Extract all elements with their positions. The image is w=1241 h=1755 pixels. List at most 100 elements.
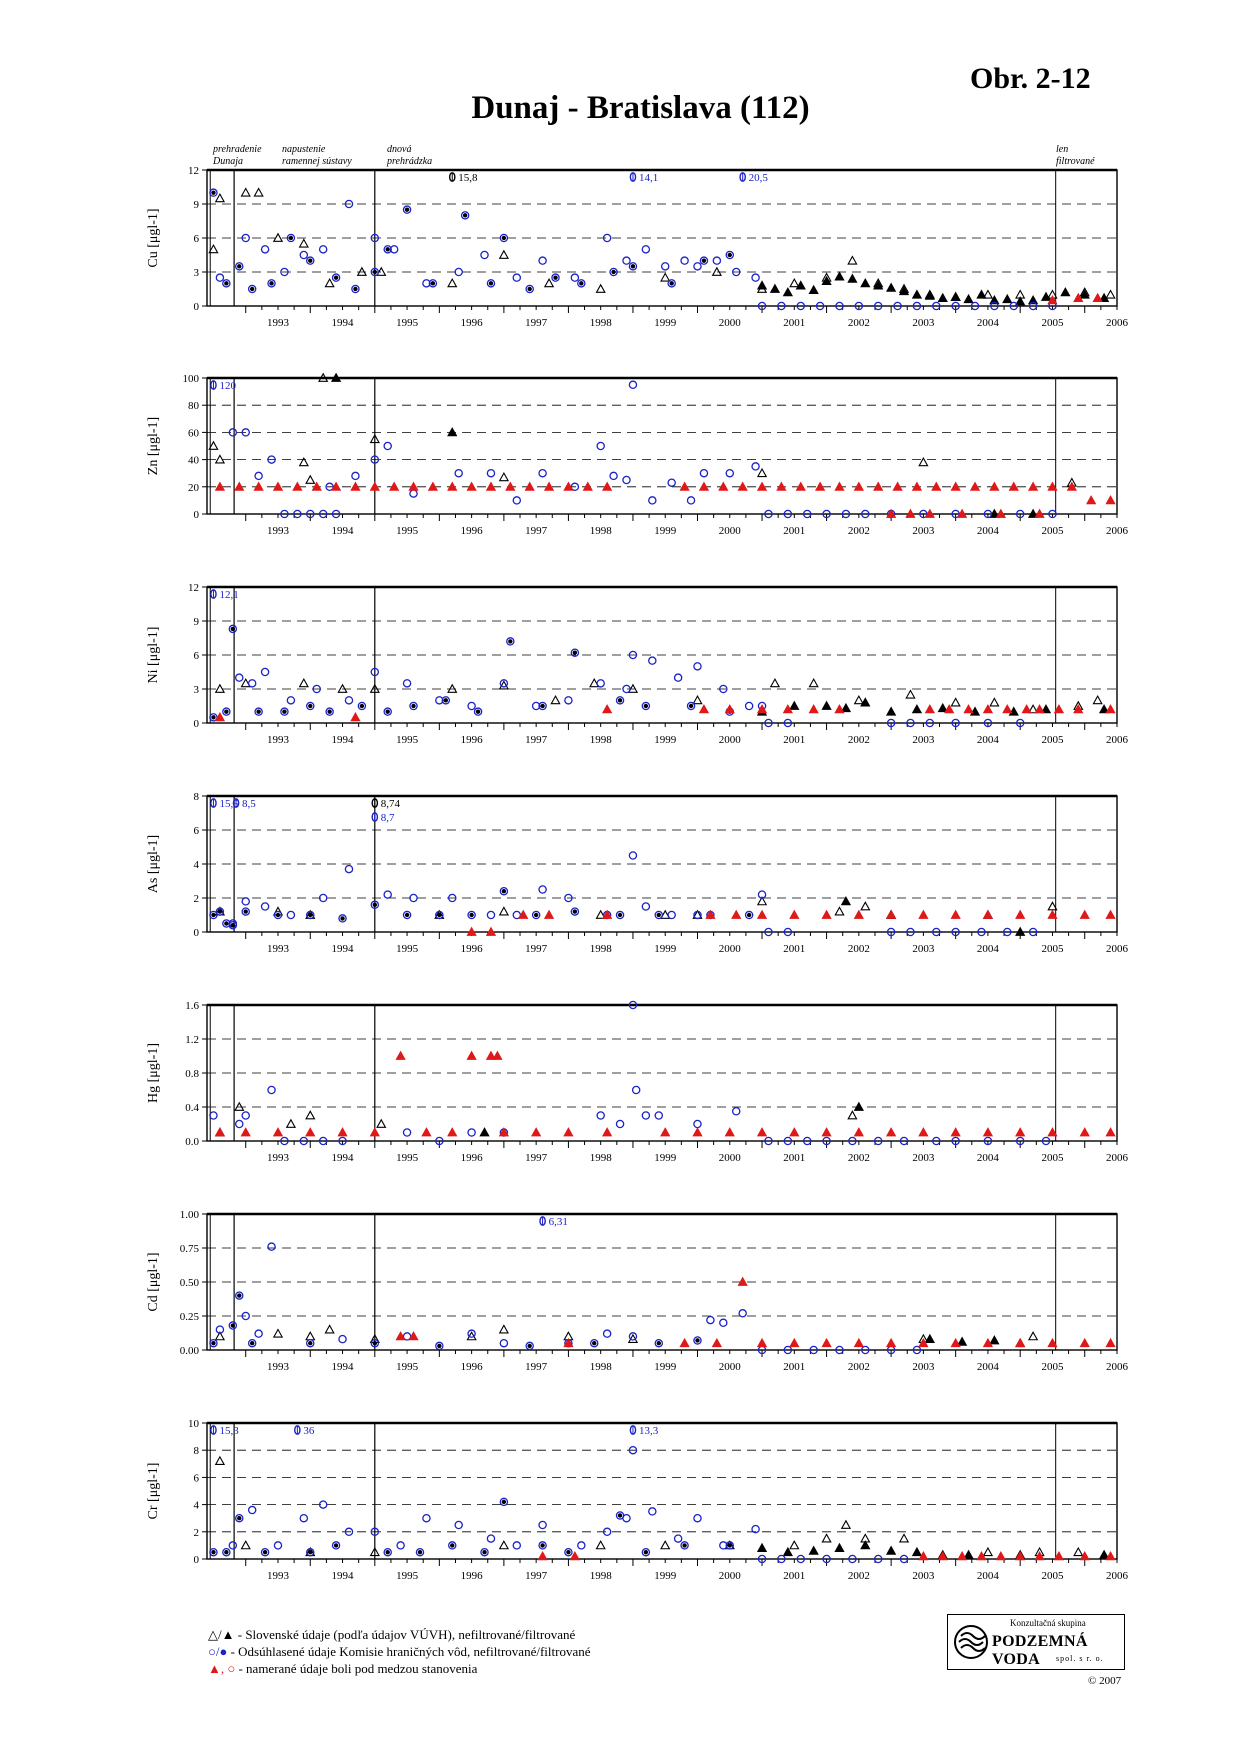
data-point: [956, 508, 968, 518]
data-point: [956, 1336, 968, 1346]
x-tick-label: 1995: [396, 1152, 419, 1164]
data-point: [660, 1127, 671, 1137]
data-point: [1040, 291, 1052, 301]
data-point: [1034, 704, 1045, 714]
legend-item-joint: ○/● - Odsúhlasené údaje Komisie hraničný…: [208, 1643, 591, 1660]
data-point: [396, 1541, 405, 1550]
data-point: [369, 481, 380, 491]
data-point: [1027, 1331, 1039, 1341]
data-point: [602, 233, 612, 243]
data-point: [209, 1547, 218, 1557]
data-point-core: [333, 275, 339, 280]
data-point: [570, 648, 580, 657]
data-point-core: [501, 1499, 507, 1505]
data-point: [312, 684, 321, 694]
data-point: [260, 1547, 270, 1557]
x-tick-label: 2000: [719, 943, 742, 955]
data-point: [822, 509, 831, 519]
data-point: [731, 909, 742, 919]
data-point: [821, 1337, 832, 1348]
data-point: [563, 481, 574, 491]
data-point-core: [572, 909, 578, 914]
data-point: [370, 667, 380, 677]
data-point: [937, 292, 948, 302]
data-point: [956, 1550, 968, 1561]
data-point: [1015, 1550, 1026, 1561]
x-tick-label: 1995: [396, 734, 419, 746]
data-point: [318, 372, 329, 382]
x-tick-label: 2006: [1106, 1361, 1129, 1373]
data-point: [454, 468, 463, 478]
data-point: [950, 481, 961, 491]
data-point-core: [237, 264, 242, 269]
data-point: [331, 273, 341, 282]
data-point: [744, 910, 754, 920]
data-point-core: [643, 1550, 649, 1555]
x-tick-label: 1995: [396, 525, 419, 537]
data-point: [241, 1111, 250, 1120]
data-point: [1027, 481, 1039, 491]
data-point: [235, 1119, 244, 1129]
data-point: [272, 232, 284, 242]
data-point: [602, 704, 613, 714]
data-point: [1098, 704, 1110, 714]
data-point: [835, 301, 844, 311]
data-point: [744, 701, 754, 711]
data-point: [337, 1127, 348, 1137]
data-point: [654, 1338, 664, 1348]
data-point: [711, 1337, 722, 1348]
y-tick-label: 0.00: [180, 1345, 200, 1357]
data-point: [408, 481, 419, 491]
data-point-core: [533, 912, 539, 918]
data-point: [950, 1337, 961, 1348]
data-point: [660, 1540, 671, 1550]
data-point: [272, 1328, 284, 1338]
x-tick-label: 2006: [1106, 734, 1129, 746]
data-point: [480, 250, 489, 260]
data-point-core: [437, 912, 442, 918]
data-point-core: [230, 923, 236, 928]
data-point: [699, 256, 709, 265]
y-tick-label: 6: [194, 1472, 200, 1484]
data-point: [905, 508, 916, 518]
event-label: napustenie: [282, 144, 326, 155]
data-point: [492, 1050, 503, 1060]
data-point: [783, 1345, 793, 1355]
data-point: [473, 707, 483, 716]
y-axis-label: Ni [μgl-1]: [146, 627, 161, 684]
data-point: [911, 704, 923, 714]
data-point: [499, 1497, 509, 1507]
data-point: [595, 909, 606, 919]
data-point: [622, 475, 631, 485]
data-point: [756, 280, 768, 290]
data-point-core: [430, 281, 436, 286]
data-point: [1073, 1546, 1084, 1557]
data-point: [705, 909, 716, 919]
data-point-core: [256, 709, 261, 714]
data-point: [847, 273, 858, 283]
data-point: [673, 673, 683, 682]
data-point: [409, 893, 418, 903]
x-tick-label: 1996: [461, 1570, 484, 1582]
data-point: [932, 1136, 941, 1146]
data-point-core: [211, 1341, 216, 1346]
x-tick-label: 2006: [1106, 525, 1129, 537]
data-point: [550, 695, 561, 705]
data-point: [628, 262, 638, 271]
data-point: [247, 1505, 257, 1515]
logo-mark-icon: [954, 1625, 988, 1659]
data-point: [873, 280, 884, 290]
data-point: [240, 1540, 251, 1550]
data-point: [369, 433, 380, 444]
data-point: [756, 1542, 768, 1553]
data-point: [569, 1550, 581, 1561]
data-point-core: [275, 912, 281, 918]
data-point: [577, 1541, 586, 1550]
data-point-core: [308, 912, 313, 918]
data-point: [918, 1337, 929, 1348]
data-point-core: [262, 1550, 268, 1555]
data-point: [706, 1315, 715, 1325]
y-tick-label: 4: [194, 859, 200, 871]
data-point: [260, 245, 270, 254]
data-point: [835, 1345, 844, 1355]
